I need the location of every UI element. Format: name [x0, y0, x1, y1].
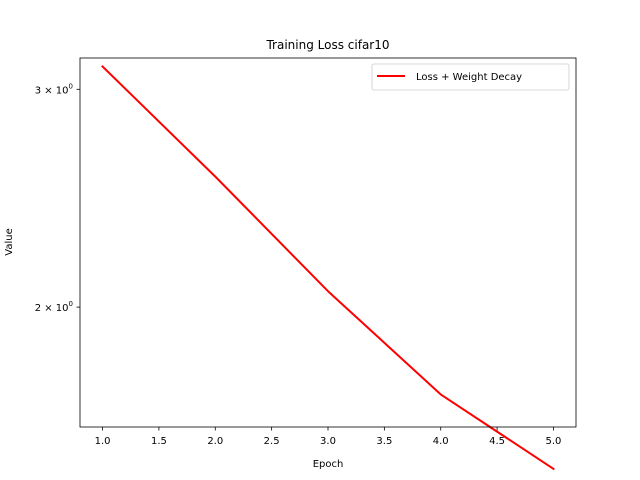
y-tick-base: 2 × 10 [35, 303, 69, 314]
x-tick-label: 3.5 [376, 436, 392, 447]
axes-frame [79, 57, 577, 428]
x-axis-ticks: 1.0 1.5 2.0 2.5 3.0 3.5 4.0 4.5 5.0 [95, 427, 562, 447]
x-tick-label: 4.0 [433, 436, 449, 447]
x-tick-label: 1.5 [151, 436, 167, 447]
legend: Loss + Weight Decay [371, 63, 570, 91]
y-tick-base: 3 × 10 [35, 85, 69, 96]
x-axis-label: Epoch [313, 459, 344, 470]
x-tick-label: 1.0 [95, 436, 111, 447]
y-tick-label: 2 × 100 [35, 300, 73, 314]
x-tick-label: 4.5 [489, 436, 505, 447]
y-tick-label: 3 × 100 [35, 82, 73, 96]
y-tick-exponent: 0 [69, 300, 73, 308]
legend-label: Loss + Weight Decay [416, 72, 522, 83]
x-tick-label: 2.5 [264, 436, 280, 447]
x-tick-label: 2.0 [207, 436, 223, 447]
legend-box [371, 63, 570, 91]
y-tick-exponent: 0 [69, 82, 73, 90]
series-layer [101, 65, 555, 471]
x-tick-label: 3.0 [320, 436, 336, 447]
series-line-0 [101, 65, 555, 471]
y-axis-label: Value [4, 228, 15, 255]
chart-title: Training Loss cifar10 [265, 38, 389, 52]
x-tick-label: 5.0 [546, 436, 562, 447]
